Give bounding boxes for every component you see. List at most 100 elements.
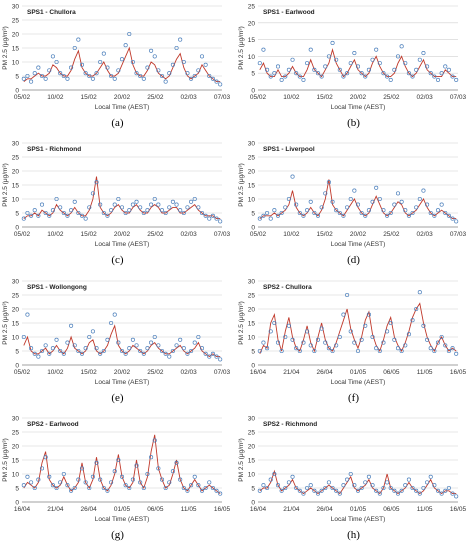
data-point-observed <box>192 73 197 79</box>
x-tick-label: 21/04 <box>283 369 300 376</box>
data-point-observed <box>43 76 48 81</box>
data-point-observed <box>265 485 270 491</box>
data-point-observed <box>435 208 441 213</box>
data-point-observed <box>218 491 223 496</box>
data-point-observed <box>109 480 114 485</box>
data-point-observed <box>178 37 183 42</box>
data-point-observed <box>29 79 34 84</box>
data-point-observed <box>435 340 441 345</box>
data-point-observed <box>127 208 132 213</box>
y-tick-label: 10 <box>12 197 20 204</box>
data-point-observed <box>119 474 125 479</box>
x-tick-label: 02/03 <box>181 94 198 101</box>
data-point-observed <box>109 320 114 326</box>
y-tick-label: 0 <box>15 500 19 507</box>
data-point-observed <box>446 348 451 354</box>
data-point-observed <box>388 485 393 491</box>
data-point-observed <box>454 351 459 356</box>
data-point-observed <box>185 488 190 493</box>
y-tick-label: 10 <box>248 54 256 61</box>
data-point-observed <box>90 76 95 81</box>
data-point-observed <box>94 346 99 351</box>
data-point-observed <box>279 210 284 216</box>
chart-panel-1: 0 5 10 15 20 25 30 05/02 10/02 15/02 20/02 25/02 02/… <box>0 0 235 137</box>
data-point-observed <box>308 483 313 488</box>
data-point-observed <box>87 205 92 210</box>
data-point-observed <box>138 348 143 354</box>
chart-svg: 0 5 10 15 20 25 30 05/02 10/02 15/02 20/02 25/02 02/… <box>2 279 231 387</box>
data-point-observed <box>392 488 397 493</box>
x-tick-label: 05/02 <box>14 231 31 238</box>
data-point-observed <box>323 191 328 196</box>
series-line-modelled <box>259 469 457 495</box>
data-point-observed <box>203 62 208 67</box>
data-point-observed <box>381 485 386 491</box>
data-point-observed <box>454 219 459 224</box>
data-point-observed <box>290 174 295 179</box>
data-point-observed <box>370 483 375 488</box>
data-point-observed <box>25 210 30 216</box>
y-tick-label: 30 <box>12 141 20 148</box>
data-point-observed <box>218 219 223 224</box>
panel-caption: (e) <box>111 392 124 404</box>
chart-title: SPS2 - Richmond <box>263 421 317 428</box>
data-point-observed <box>414 67 419 72</box>
data-point-observed <box>156 343 161 348</box>
y-tick-label: 10 <box>12 60 20 67</box>
data-point-observed <box>381 340 386 345</box>
data-point-observed <box>174 202 179 207</box>
data-point-observed <box>334 208 339 213</box>
data-point-observed <box>341 312 346 317</box>
x-tick-label: 02/03 <box>417 94 434 101</box>
data-point-observed <box>385 74 390 79</box>
data-point-observed <box>301 491 306 496</box>
data-point-observed <box>294 485 299 491</box>
data-point-observed <box>98 477 103 482</box>
chart-svg: 0 5 10 15 20 25 05/02 10/02 15/02 20/02 25/02 02/03… <box>238 4 467 112</box>
data-point-observed <box>257 488 262 493</box>
data-point-observed <box>352 483 357 488</box>
data-point-observed <box>286 67 291 72</box>
y-tick-label: 0 <box>251 225 255 232</box>
data-point-observed <box>50 346 55 351</box>
x-tick-label: 21/04 <box>283 506 300 513</box>
data-point-observed <box>207 354 212 359</box>
data-point-observed <box>47 213 52 218</box>
x-tick-label: 01/05 <box>114 506 131 513</box>
data-point-observed <box>435 77 441 82</box>
data-point-observed <box>159 73 165 79</box>
chart-svg: 0 5 10 15 20 25 30 16/04 21/04 26/04 01/05 06/05 11/… <box>2 416 231 524</box>
data-point-observed <box>72 45 77 51</box>
data-point-observed <box>403 483 408 488</box>
data-point-observed <box>443 488 448 493</box>
data-point-observed <box>417 491 422 496</box>
y-tick-label: 10 <box>12 335 20 342</box>
data-point-observed <box>261 340 266 345</box>
data-point-observed <box>79 351 85 356</box>
y-tick-label: 20 <box>248 444 256 451</box>
x-tick-label: 07/03 <box>214 231 231 238</box>
data-point-observed <box>450 491 455 496</box>
data-point-observed <box>395 491 401 496</box>
data-point-observed <box>334 343 339 348</box>
data-point-observed <box>29 213 34 218</box>
x-tick-label: 16/05 <box>214 506 231 513</box>
data-point-observed <box>374 185 379 190</box>
data-point-observed <box>105 488 110 493</box>
data-point-observed <box>439 202 444 207</box>
x-tick-label: 05/02 <box>14 94 31 101</box>
data-point-observed <box>326 54 331 59</box>
y-tick-label: 0 <box>251 500 255 507</box>
y-axis-label: PM 2.5 (μg/m³) <box>238 438 245 481</box>
data-point-observed <box>406 477 411 482</box>
data-point-observed <box>196 334 201 340</box>
data-point-observed <box>69 208 74 213</box>
data-point-observed <box>94 460 99 465</box>
data-point-observed <box>279 77 284 82</box>
chart-title: SPS1 - Wollongong <box>27 284 87 291</box>
data-point-observed <box>446 213 451 218</box>
y-tick-label: 15 <box>12 46 20 53</box>
x-tick-label: 05/02 <box>250 94 267 101</box>
data-point-observed <box>286 323 291 328</box>
